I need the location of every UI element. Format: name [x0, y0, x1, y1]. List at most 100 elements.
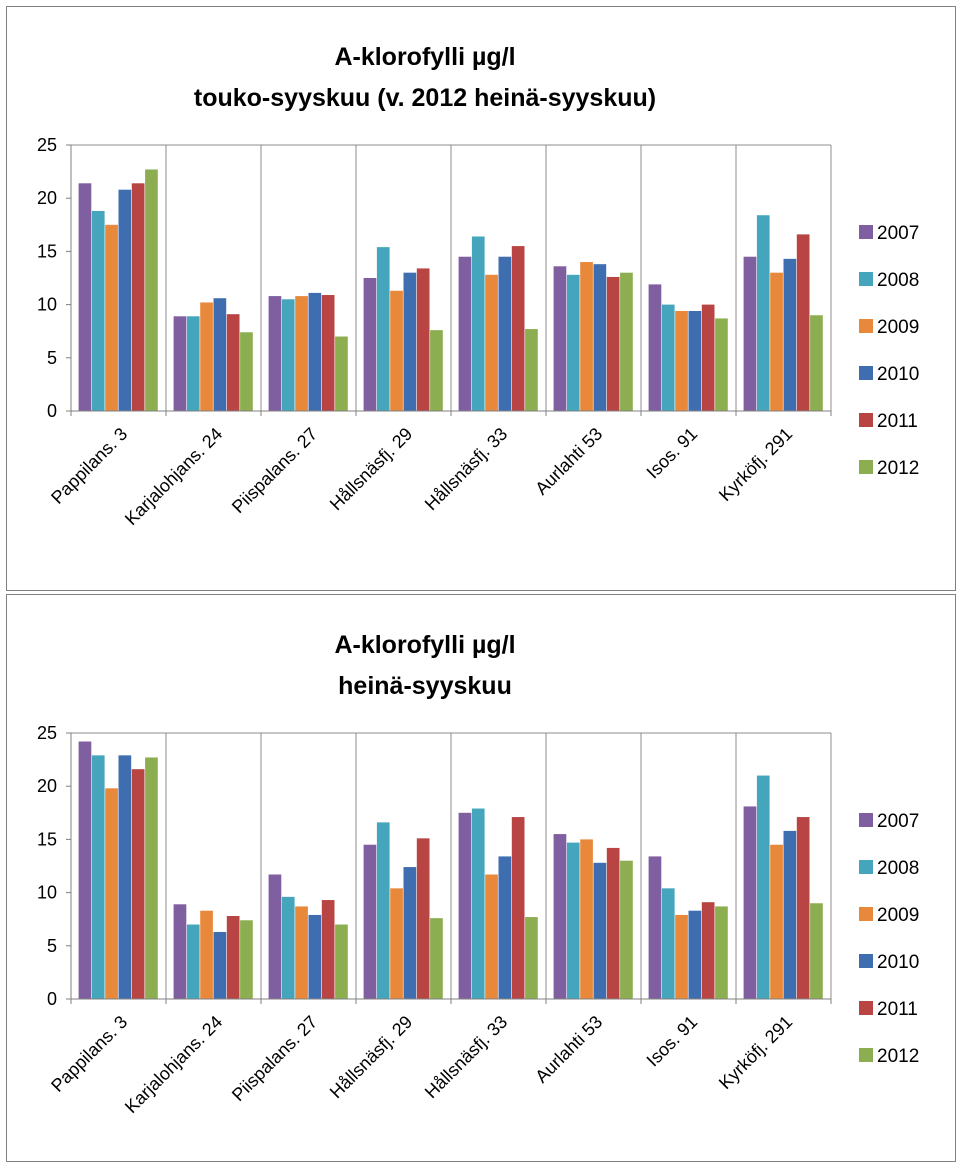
bar-2009-6	[675, 310, 688, 411]
bar-2010-2	[308, 292, 322, 411]
bar-2011-4	[511, 817, 525, 999]
x-category-label: Hållsnäsfj. 29	[326, 1012, 417, 1103]
bar-2008-7	[756, 775, 770, 999]
bar-2011-6	[701, 902, 715, 999]
bar-2008-1	[186, 924, 200, 999]
bar-2012-7	[810, 315, 823, 411]
x-category-label: Pappilans. 3	[47, 1012, 131, 1096]
bar-2011-5	[606, 847, 620, 999]
bar-2010-6	[688, 310, 702, 411]
bar-2010-5	[593, 862, 607, 999]
bar-2009-1	[200, 302, 213, 411]
bar-2007-4	[458, 256, 472, 411]
x-category-label: Aurlahti 53	[531, 1012, 606, 1087]
x-category-label: Isos. 91	[643, 1012, 702, 1071]
bar-2012-0	[145, 757, 158, 999]
y-tick-label: 25	[37, 135, 57, 155]
bar-2010-7	[783, 258, 797, 411]
bar-2012-5	[620, 860, 633, 999]
x-category-label: Kyrköfj. 291	[715, 1012, 796, 1093]
x-category-label: Hållsnäsfj. 33	[421, 424, 512, 515]
bar-2012-4	[525, 917, 538, 999]
bar-2011-0	[131, 183, 145, 411]
y-tick-label: 15	[37, 829, 57, 849]
x-category-label: Hållsnäsfj. 33	[421, 1012, 512, 1103]
bar-2009-7	[770, 272, 783, 411]
x-category-label: Hållsnäsfj. 29	[326, 424, 417, 515]
y-tick-label: 0	[47, 989, 57, 1009]
bar-2008-3	[376, 247, 390, 411]
bar-2011-1	[226, 314, 240, 411]
bar-2012-1	[240, 920, 253, 999]
bar-2010-3	[403, 867, 417, 999]
y-tick-label: 5	[47, 348, 57, 368]
x-category-label: Karjalohjans. 24	[121, 424, 226, 529]
bar-2008-3	[376, 822, 390, 999]
bar-2012-5	[620, 272, 633, 411]
chart-subtitle: heinä-syyskuu	[338, 672, 512, 700]
legend-swatch-2011	[859, 1001, 873, 1015]
bar-2009-4	[485, 874, 498, 999]
legend-label-2009: 2009	[877, 905, 919, 926]
bar-2012-3	[430, 918, 443, 999]
bar-2008-2	[281, 896, 295, 999]
bar-2007-0	[78, 183, 92, 411]
x-category-label: Pappilans. 3	[47, 424, 131, 508]
bar-2011-7	[796, 234, 810, 411]
legend-label-2010: 2010	[877, 364, 919, 385]
bar-2007-5	[553, 266, 567, 411]
legend-swatch-2009	[859, 319, 873, 333]
bar-2012-6	[715, 906, 728, 999]
bar-2009-4	[485, 274, 498, 411]
x-category-label: Kyrköfj. 291	[715, 424, 796, 505]
legend-label-2011: 2011	[877, 999, 918, 1020]
bar-2011-5	[606, 276, 620, 411]
legend-swatch-2010	[859, 366, 873, 380]
y-tick-label: 15	[37, 241, 57, 261]
bar-2011-4	[511, 246, 525, 411]
bar-2009-3	[390, 888, 403, 999]
bar-2008-6	[661, 304, 675, 411]
x-category-label: Piispalans. 27	[228, 424, 321, 517]
legend-label-2010: 2010	[877, 952, 919, 973]
bar-2009-5	[580, 839, 593, 999]
bar-2008-0	[91, 210, 105, 411]
bar-2009-7	[770, 844, 783, 999]
bar-2009-0	[105, 224, 118, 411]
legend-label-2008: 2008	[877, 858, 919, 879]
bar-2009-0	[105, 788, 118, 999]
y-tick-label: 25	[37, 723, 57, 743]
y-tick-label: 10	[37, 295, 57, 315]
bar-2012-0	[145, 169, 158, 411]
bar-2010-2	[308, 914, 322, 999]
bar-2008-1	[186, 316, 200, 411]
bar-2012-3	[430, 330, 443, 411]
x-category-label: Piispalans. 27	[228, 1012, 321, 1105]
bar-2008-2	[281, 299, 295, 411]
bar-2010-3	[403, 272, 417, 411]
legend-swatch-2012	[859, 460, 873, 474]
chart-subtitle: touko-syyskuu (v. 2012 heinä-syyskuu)	[194, 84, 656, 112]
x-category-label: Karjalohjans. 24	[121, 1012, 226, 1117]
bar-2007-7	[743, 806, 757, 999]
bar-2010-0	[118, 189, 132, 411]
bar-2010-4	[498, 256, 512, 411]
bar-2008-7	[756, 215, 770, 411]
bar-2011-0	[131, 769, 145, 999]
legend-label-2011: 2011	[877, 411, 918, 432]
bar-2009-1	[200, 910, 213, 999]
y-tick-label: 10	[37, 883, 57, 903]
bar-2007-7	[743, 256, 757, 411]
bar-2008-4	[471, 236, 485, 411]
legend-label-2007: 2007	[877, 811, 919, 832]
bar-2010-6	[688, 910, 702, 999]
legend-label-2009: 2009	[877, 317, 919, 338]
bar-2011-6	[701, 304, 715, 411]
chart-title: A-klorofylli µg/l	[334, 43, 515, 71]
legend-swatch-2011	[859, 413, 873, 427]
x-category-label: Isos. 91	[643, 424, 702, 483]
bar-2008-5	[566, 274, 580, 411]
y-tick-label: 20	[37, 776, 57, 796]
bar-2007-0	[78, 741, 92, 999]
legend-swatch-2009	[859, 907, 873, 921]
